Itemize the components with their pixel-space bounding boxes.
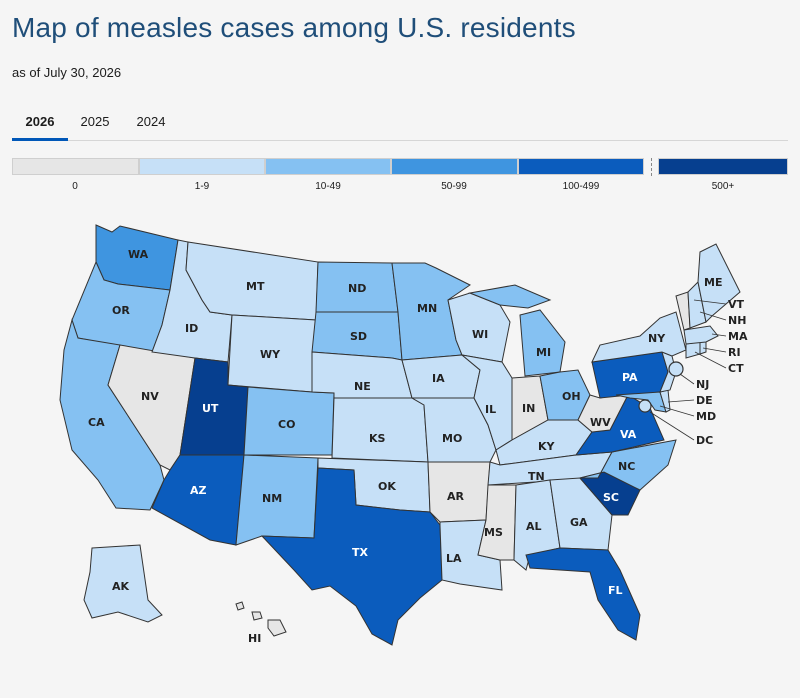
label-az: AZ bbox=[190, 484, 207, 497]
tab-2026[interactable]: 2026 bbox=[12, 104, 68, 141]
label-ks: KS bbox=[369, 432, 386, 445]
tab-2024[interactable]: 2024 bbox=[136, 114, 166, 129]
legend-label-1-9: 1-9 bbox=[194, 181, 210, 192]
label-mt: MT bbox=[246, 280, 265, 293]
legend-label-0: 0 bbox=[72, 181, 78, 192]
label-ia: IA bbox=[432, 372, 445, 385]
year-tabs: 2026 2025 2024 bbox=[12, 104, 788, 141]
label-dc: DC bbox=[696, 434, 713, 447]
state-ct[interactable] bbox=[685, 341, 701, 359]
page-title: Map of measles cases among U.S. resident… bbox=[12, 12, 576, 43]
dc-callout-marker[interactable] bbox=[638, 399, 652, 413]
label-wv: WV bbox=[590, 416, 611, 429]
label-in: IN bbox=[522, 402, 535, 415]
label-mi: MI bbox=[536, 346, 551, 359]
label-nm: NM bbox=[262, 492, 282, 505]
tab-2025[interactable]: 2025 bbox=[80, 114, 110, 129]
legend: 0 1-9 10-49 50-99 100-499 500+ bbox=[12, 158, 788, 198]
legend-swatch-1-9 bbox=[139, 158, 265, 175]
legend-label-50-99: 50-99 bbox=[441, 181, 467, 192]
label-pa: PA bbox=[622, 371, 638, 384]
leader-vt bbox=[693, 299, 727, 305]
label-al: AL bbox=[526, 520, 542, 533]
legend-swatch-0 bbox=[12, 158, 139, 175]
label-nv: NV bbox=[141, 390, 159, 403]
label-or: OR bbox=[112, 304, 130, 317]
label-hi: HI bbox=[248, 632, 261, 645]
state-ks[interactable] bbox=[331, 397, 429, 463]
leader-ri bbox=[702, 347, 727, 353]
label-ca: CA bbox=[88, 416, 105, 429]
state-fl[interactable] bbox=[525, 547, 641, 641]
leader-nj bbox=[679, 373, 695, 385]
label-nh: NH bbox=[728, 314, 746, 327]
state-az[interactable] bbox=[151, 454, 245, 546]
label-nj: NJ bbox=[696, 378, 709, 391]
label-ms: MS bbox=[484, 526, 503, 539]
label-ky: KY bbox=[538, 440, 556, 453]
label-ar: AR bbox=[447, 490, 465, 503]
state-hi[interactable] bbox=[235, 601, 287, 637]
legend-swatch-500-plus bbox=[658, 158, 788, 175]
label-wa: WA bbox=[128, 248, 149, 261]
label-sc: SC bbox=[603, 491, 619, 504]
leader-nh bbox=[699, 311, 727, 321]
state-labels: WA OR CA NV ID MT WY UT AZ CO NM ND SD N… bbox=[88, 248, 722, 645]
legend-divider bbox=[651, 158, 652, 176]
label-id: ID bbox=[185, 322, 198, 335]
label-ga: GA bbox=[570, 516, 588, 529]
label-ct: CT bbox=[728, 362, 744, 375]
label-co: CO bbox=[278, 418, 295, 431]
us-map: WA OR CA NV ID MT WY UT AZ CO NM ND SD N… bbox=[59, 224, 748, 646]
label-ri: RI bbox=[728, 346, 741, 359]
label-ny: NY bbox=[648, 332, 666, 345]
legend-swatch-10-49 bbox=[265, 158, 391, 175]
label-ma: MA bbox=[728, 330, 748, 343]
label-wi: WI bbox=[472, 328, 488, 341]
state-ma[interactable] bbox=[683, 325, 719, 345]
label-vt: VT bbox=[728, 298, 745, 311]
label-fl: FL bbox=[608, 584, 623, 597]
label-ut: UT bbox=[202, 402, 219, 415]
legend-label-500-plus: 500+ bbox=[711, 181, 735, 192]
legend-swatch-50-99 bbox=[391, 158, 518, 175]
state-ny[interactable] bbox=[591, 311, 687, 363]
state-ak[interactable] bbox=[83, 544, 163, 623]
state-me[interactable] bbox=[697, 243, 741, 324]
label-tn: TN bbox=[528, 470, 545, 483]
label-md: MD bbox=[696, 410, 716, 423]
label-tx: TX bbox=[352, 546, 369, 559]
label-nc: NC bbox=[618, 460, 635, 473]
legend-swatch-100-499 bbox=[518, 158, 644, 175]
label-nd: ND bbox=[348, 282, 366, 295]
label-wy: WY bbox=[260, 348, 281, 361]
legend-label-100-499: 100-499 bbox=[562, 181, 600, 192]
leader-md bbox=[659, 405, 695, 417]
label-ak: AK bbox=[112, 580, 130, 593]
state-tx[interactable] bbox=[260, 467, 443, 646]
page-subtitle: as of July 30, 2026 bbox=[12, 65, 122, 80]
label-sd: SD bbox=[350, 330, 367, 343]
label-ne: NE bbox=[354, 380, 371, 393]
label-oh: OH bbox=[562, 390, 581, 403]
leader-ct bbox=[694, 351, 727, 369]
label-il: IL bbox=[485, 403, 496, 416]
leader-de bbox=[667, 399, 695, 403]
label-ok: OK bbox=[378, 480, 396, 493]
label-va: VA bbox=[620, 428, 637, 441]
nj-callout-marker[interactable] bbox=[668, 361, 684, 377]
leader-ma bbox=[711, 333, 727, 337]
leader-dc bbox=[649, 411, 695, 441]
label-la: LA bbox=[446, 552, 462, 565]
state-ga[interactable] bbox=[549, 477, 613, 551]
callouts: VT NH MA RI CT NJ DE MD DC bbox=[638, 298, 748, 447]
label-mo: MO bbox=[442, 432, 462, 445]
legend-label-10-49: 10-49 bbox=[315, 181, 341, 192]
label-me: ME bbox=[704, 276, 722, 289]
label-de: DE bbox=[696, 394, 713, 407]
label-mn: MN bbox=[417, 302, 437, 315]
